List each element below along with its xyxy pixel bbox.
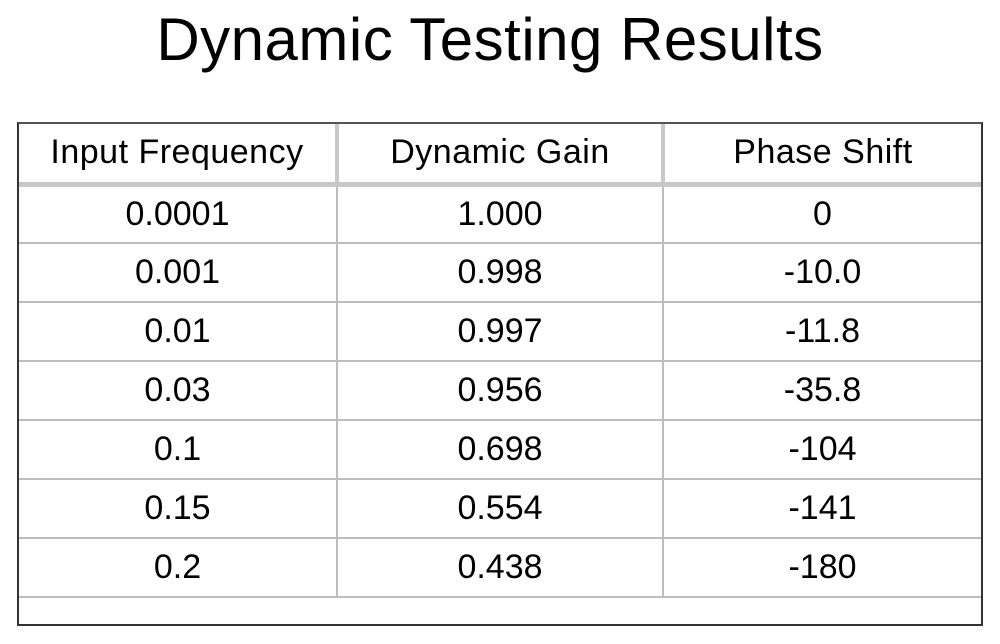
cell-input-frequency: 0.1: [19, 420, 338, 480]
table-row: 0.01 0.997 -11.8: [19, 302, 981, 362]
cell-input-frequency: 0.15: [19, 479, 338, 539]
cell-input-frequency: 0.03: [19, 361, 338, 421]
cell-input-frequency: 0.001: [19, 243, 338, 303]
table-row: 0.2 0.438 -180: [19, 538, 981, 598]
cell-input-frequency: 0.0001: [19, 184, 338, 244]
header-phase-shift: Phase Shift: [663, 124, 981, 187]
cell-dynamic-gain: 0.554: [337, 479, 664, 539]
cell-dynamic-gain: 0.438: [337, 538, 664, 598]
cell-phase-shift: -104: [663, 420, 981, 480]
page-title: Dynamic Testing Results: [156, 6, 824, 73]
cell-dynamic-gain: 0.997: [337, 302, 664, 362]
cell-phase-shift: -180: [663, 538, 981, 598]
table-row: 0.15 0.554 -141: [19, 479, 981, 539]
cell-input-frequency: 0.01: [19, 302, 338, 362]
cell-phase-shift: -141: [663, 479, 981, 539]
table-row: 0.1 0.698 -104: [19, 420, 981, 480]
cell-dynamic-gain: 0.998: [337, 243, 664, 303]
cell-phase-shift: -11.8: [663, 302, 981, 362]
results-table-frame: Input Frequency Dynamic Gain Phase Shift…: [17, 122, 983, 626]
cell-input-frequency: 0.2: [19, 538, 338, 598]
cell-dynamic-gain: 1.000: [337, 184, 664, 244]
cell-dynamic-gain: 0.698: [337, 420, 664, 480]
cell-phase-shift: -35.8: [663, 361, 981, 421]
table-row: 0.0001 1.000 0: [19, 184, 981, 244]
table-row: 0.001 0.998 -10.0: [19, 243, 981, 303]
header-dynamic-gain: Dynamic Gain: [337, 124, 665, 187]
table-header-row: Input Frequency Dynamic Gain Phase Shift: [19, 124, 981, 187]
results-table: Input Frequency Dynamic Gain Phase Shift…: [19, 124, 981, 598]
cell-dynamic-gain: 0.956: [337, 361, 664, 421]
table-row: 0.03 0.956 -35.8: [19, 361, 981, 421]
cell-phase-shift: -10.0: [663, 243, 981, 303]
header-input-frequency: Input Frequency: [19, 124, 339, 187]
cell-phase-shift: 0: [663, 184, 981, 244]
